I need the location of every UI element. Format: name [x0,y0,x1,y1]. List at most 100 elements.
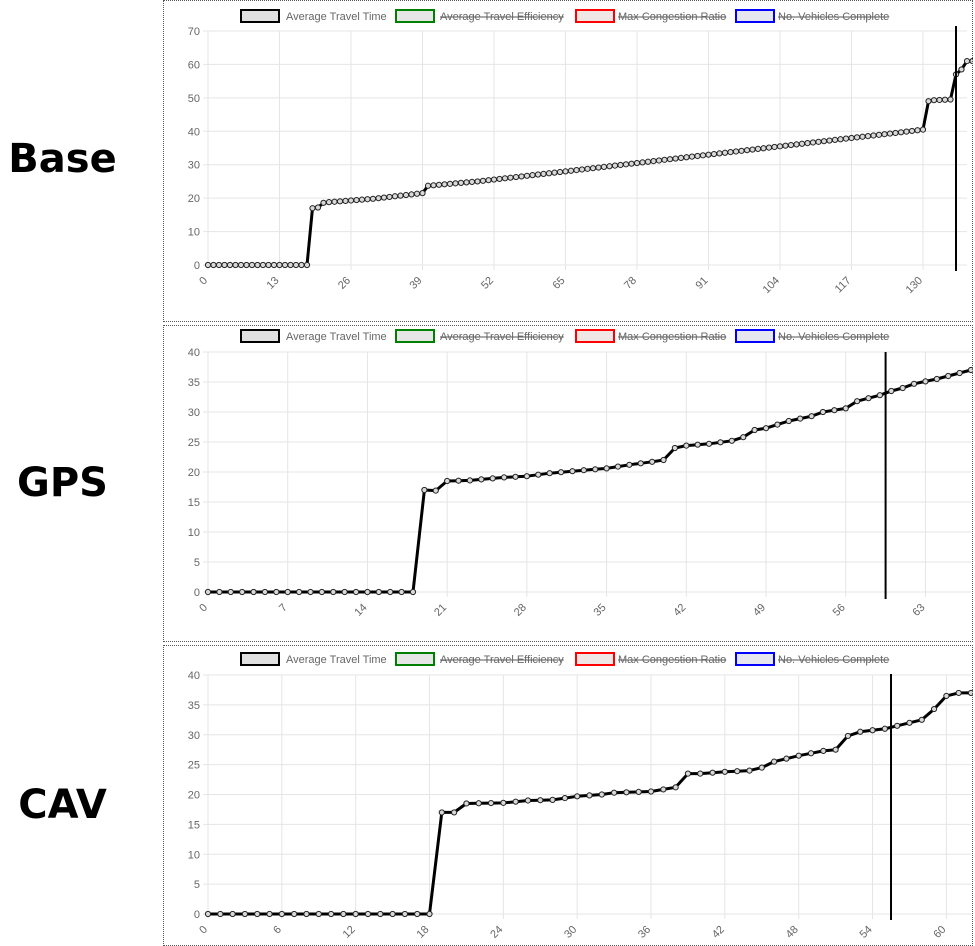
data-point [353,196,360,204]
y-tick-label: 0 [194,587,200,599]
data-point [606,163,613,170]
data-point [561,794,568,802]
data-point [672,155,679,162]
data-point [771,143,778,151]
data-point [785,417,792,425]
data-point [770,758,778,765]
x-tick-label: 48 [784,924,801,941]
data-point [705,440,713,447]
data-point [490,176,498,183]
data-point [598,791,605,798]
data-point [967,689,973,697]
y-tick-label: 10 [188,527,200,539]
data-point [557,469,565,476]
data-point [336,198,344,205]
data-point [342,197,349,205]
data-point [804,140,811,147]
data-point [413,190,421,197]
data-point [341,588,348,596]
data-point [881,725,888,732]
data-point [721,768,728,775]
series-line [208,691,971,916]
data-point [660,786,667,793]
data-point [387,588,394,596]
data-point [397,192,404,199]
data-point [721,149,729,156]
data-point [919,126,927,133]
data-point [352,910,359,918]
data-point [930,705,938,713]
data-point [955,689,962,697]
data-point [574,793,581,800]
data-point [364,588,371,596]
data-point [853,134,861,141]
data-point [808,413,815,420]
x-tick-label: 104 [761,275,782,296]
data-point [375,588,382,596]
y-tick-label: 35 [188,700,200,712]
data-point [309,205,316,212]
data-point [398,588,405,596]
data-point [717,439,724,446]
data-point [958,66,965,73]
legend-item: Average Travel Time [240,9,387,23]
data-point [210,261,217,269]
data-point [865,395,872,402]
data-point [869,727,876,734]
data-point [749,146,756,153]
data-point [327,910,335,918]
legend-item: No. Vehicles Complete [735,329,889,343]
data-point [797,415,804,422]
data-point [943,692,950,700]
data-point [595,164,602,171]
y-tick-label: 0 [194,260,200,272]
data-point [500,474,508,481]
y-tick-label: 5 [194,557,200,569]
x-tick-label: 56 [831,602,848,619]
y-tick-label: 20 [188,467,200,479]
data-point [414,910,421,918]
chart-base: Average Travel Time Average Travel Effici… [188,9,973,296]
data-point [603,465,610,472]
data-point [969,57,973,65]
legend-swatch [575,329,615,343]
legend-swatch [575,652,615,666]
data-point [600,163,608,170]
x-tick-label: 35 [592,602,609,619]
data-point [466,477,474,484]
data-point [842,135,850,142]
legend-label: Average Travel Time [286,11,387,23]
data-point [743,147,751,154]
data-point [239,588,246,596]
x-tick-label: 42 [671,602,688,619]
legend-label: Average Travel Efficiency [440,331,564,343]
data-point [644,158,652,165]
data-point [819,408,827,416]
data-point [270,261,278,269]
data-point [626,461,633,468]
data-point [284,588,291,596]
data-point [457,179,465,186]
data-point [463,179,470,186]
data-point [276,261,283,269]
data-point [569,468,576,475]
data-point [287,261,294,269]
legend-item: No. Vehicles Complete [735,9,889,23]
data-point [738,147,745,154]
data-point [611,162,619,169]
data-point [523,172,531,179]
data-point [314,204,322,211]
data-point [903,128,910,135]
data-point [820,747,827,754]
data-point [876,392,883,399]
data-point [649,458,656,465]
data-point [248,261,256,269]
data-point [728,437,735,444]
chart-panel-cav: Average Travel Time Average Travel Effici… [163,645,973,946]
data-point [888,387,895,395]
data-point [854,398,861,405]
x-tick-label: 0 [197,275,210,288]
data-point [500,799,507,806]
data-point [237,261,245,269]
data-point [265,261,272,269]
